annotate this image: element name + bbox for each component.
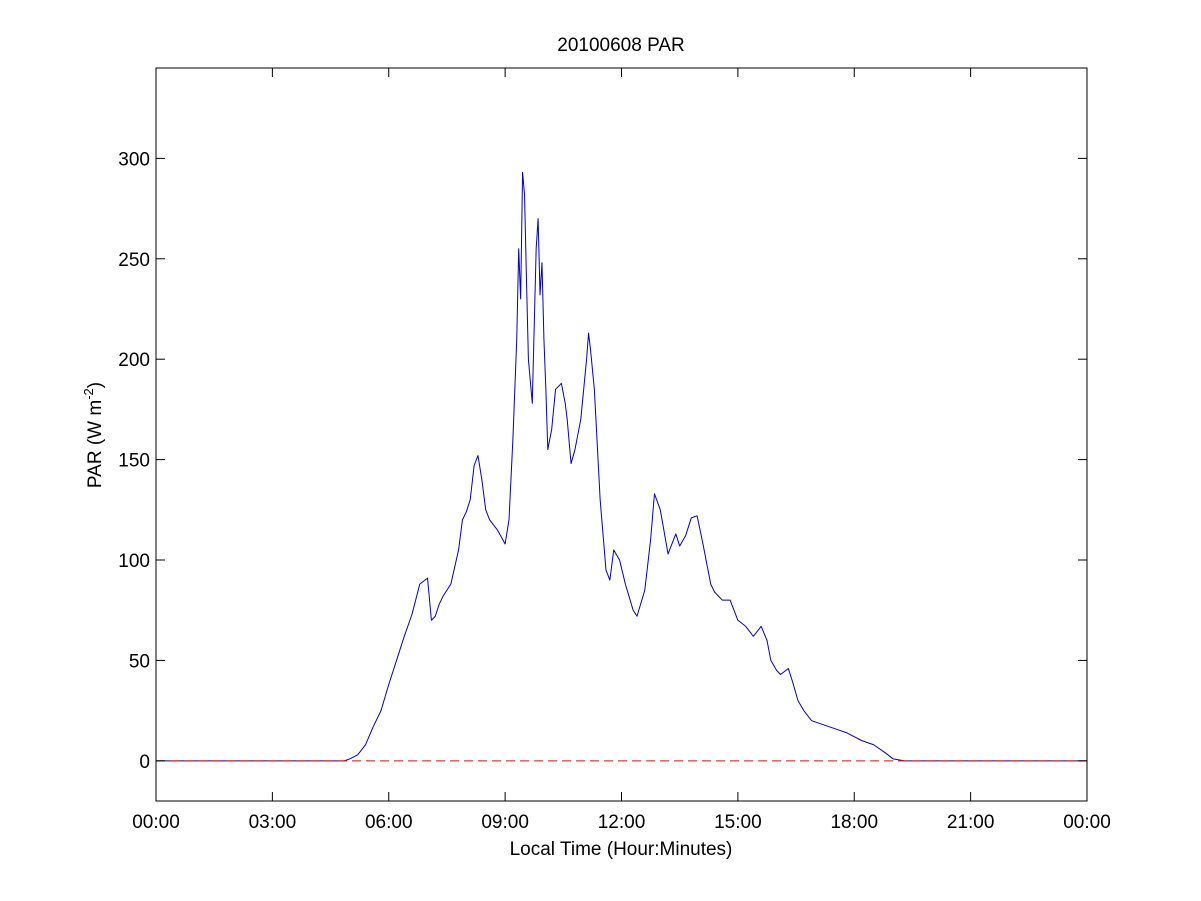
y-tick-label: 100 xyxy=(118,551,150,572)
x-tick-label: 09:00 xyxy=(481,812,529,833)
x-tick-label: 06:00 xyxy=(365,812,413,833)
x-tick-label: 03:00 xyxy=(249,812,297,833)
x-tick-label: 18:00 xyxy=(830,812,878,833)
series-layer xyxy=(156,171,1087,762)
y-tick-label: 300 xyxy=(118,149,150,170)
x-tick-label: 15:00 xyxy=(714,812,762,833)
x-tick-label: 12:00 xyxy=(598,812,646,833)
y-axis-label-close: ) xyxy=(85,382,106,388)
y-tick-label: 150 xyxy=(118,451,150,472)
x-tick-label: 00:00 xyxy=(1063,812,1111,833)
y-tick-label: 0 xyxy=(139,752,150,773)
y-tick-label: 50 xyxy=(129,651,150,672)
y-axis-label: PAR (W m-2) xyxy=(81,382,106,488)
par-series-line xyxy=(156,171,1087,762)
y-axis-label-main: PAR (W m xyxy=(85,400,106,488)
y-axis-label-exponent: -2 xyxy=(81,388,96,400)
x-tick-label: 21:00 xyxy=(947,812,995,833)
x-axis-label: Local Time (Hour:Minutes) xyxy=(510,839,733,860)
plot-frame xyxy=(155,67,1088,802)
ticks-layer: 00:00 03:00 06:00 09:00 12:00 15:00 18:00 21:00… xyxy=(118,68,1111,833)
x-tick-label: 00:00 xyxy=(132,812,180,833)
chart-title: 20100608 PAR xyxy=(557,35,684,56)
y-tick-label: 200 xyxy=(118,350,150,371)
plot-area xyxy=(156,68,1087,801)
y-tick-label: 250 xyxy=(118,250,150,271)
